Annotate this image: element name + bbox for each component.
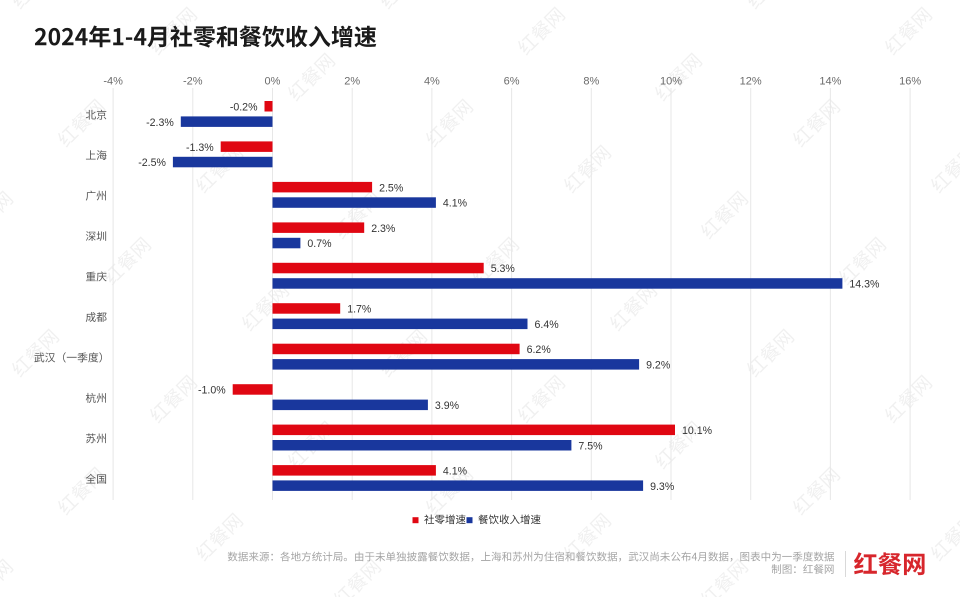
svg-text:6.2%: 6.2%: [527, 344, 552, 356]
svg-text:4.1%: 4.1%: [443, 198, 468, 210]
svg-text:-4%: -4%: [103, 76, 123, 88]
svg-text:7.5%: 7.5%: [578, 440, 603, 452]
svg-text:4%: 4%: [424, 76, 440, 88]
svg-text:5.3%: 5.3%: [491, 263, 516, 275]
svg-text:3.9%: 3.9%: [435, 400, 460, 412]
svg-text:9.2%: 9.2%: [646, 360, 671, 372]
svg-text:12%: 12%: [740, 76, 762, 88]
svg-text:9.3%: 9.3%: [650, 481, 675, 493]
svg-text:2%: 2%: [344, 76, 360, 88]
svg-text:-2.3%: -2.3%: [146, 117, 174, 129]
svg-text:0.7%: 0.7%: [307, 238, 332, 250]
svg-text:0%: 0%: [265, 76, 281, 88]
svg-text:10%: 10%: [660, 76, 682, 88]
svg-text:2.3%: 2.3%: [371, 223, 396, 235]
svg-text:4.1%: 4.1%: [443, 465, 468, 477]
svg-text:-1.3%: -1.3%: [186, 142, 214, 154]
svg-text:16%: 16%: [899, 76, 921, 88]
svg-text:-2%: -2%: [183, 76, 203, 88]
svg-text:10.1%: 10.1%: [682, 425, 713, 437]
svg-text:2.5%: 2.5%: [379, 182, 404, 194]
svg-text:-1.0%: -1.0%: [198, 385, 226, 397]
svg-text:-0.2%: -0.2%: [230, 101, 258, 113]
svg-text:1.7%: 1.7%: [347, 304, 372, 316]
svg-text:6.4%: 6.4%: [535, 319, 560, 331]
svg-text:6%: 6%: [504, 76, 520, 88]
svg-text:14.3%: 14.3%: [849, 279, 880, 291]
svg-text:-2.5%: -2.5%: [138, 157, 166, 169]
svg-text:8%: 8%: [583, 76, 599, 88]
svg-text:14%: 14%: [819, 76, 841, 88]
